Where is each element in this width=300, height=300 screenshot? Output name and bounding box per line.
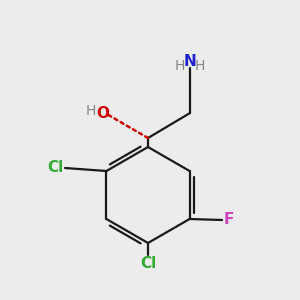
Text: O: O [97, 106, 110, 121]
Text: H: H [86, 104, 96, 118]
Text: F: F [224, 212, 234, 227]
Text: Cl: Cl [140, 256, 156, 271]
Text: H: H [195, 59, 205, 73]
Text: H: H [175, 59, 185, 73]
Text: Cl: Cl [47, 160, 63, 175]
Text: N: N [184, 53, 196, 68]
